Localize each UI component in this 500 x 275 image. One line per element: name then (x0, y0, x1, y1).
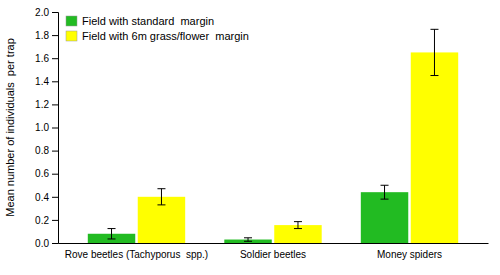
error-bar-cap (430, 29, 438, 30)
y-tick: 2.0 (35, 7, 58, 18)
y-tick: 1.4 (35, 76, 58, 87)
legend-item: Field with standard margin (66, 15, 214, 27)
error-bar-cap (381, 185, 389, 186)
y-tick: 0.8 (35, 145, 58, 156)
error-bar-cap (294, 228, 302, 229)
error-bar-cap (244, 241, 252, 242)
error-bar-cap (294, 221, 302, 222)
error-bar-line (434, 29, 435, 75)
error-bar-line (111, 229, 112, 239)
y-tick-label: 1.4 (35, 76, 49, 87)
legend-label: Field with standard margin (82, 15, 214, 27)
y-tick-mark (52, 174, 58, 175)
y-tick: 1.2 (35, 99, 58, 110)
y-tick-label: 0.6 (35, 168, 49, 179)
error-bar-cap (108, 228, 116, 229)
y-axis-line (52, 13, 59, 244)
error-bar (108, 229, 116, 239)
y-tick: 0.2 (35, 215, 58, 226)
chart: 0.0 0.2 0.4 0.6 0.8 1.0 1.2 1.4 1.6 1.8 2.0 Rove be… (0, 0, 500, 275)
error-bar-line (384, 185, 385, 199)
x-tick: Rove beetles (Tachyporus spp.) (65, 249, 208, 260)
y-axis-title: Mean number of individuals per trap (4, 38, 16, 217)
bar (411, 52, 458, 243)
legend-swatch (66, 31, 77, 41)
y-tick-mark (52, 81, 58, 82)
x-tick: Money spiders (377, 249, 442, 260)
x-tick-label: Soldier beetles (240, 249, 306, 260)
y-tick-mark (52, 12, 58, 13)
y-tick-mark (52, 220, 58, 221)
error-bar-cap (381, 199, 389, 200)
error-bar (430, 29, 438, 75)
y-tick: 0.0 (35, 238, 58, 249)
y-tick-mark (52, 104, 58, 105)
y-tick-mark (52, 151, 58, 152)
y-tick-label: 1.2 (35, 99, 49, 110)
legend: Field with standard margin Field with 6m … (66, 15, 249, 42)
x-axis: Rove beetles (Tachyporus spp.) Soldier be… (59, 244, 489, 261)
y-tick-label: 0.4 (35, 192, 49, 203)
legend-item: Field with 6m grass/flower margin (66, 30, 249, 42)
y-tick: 1.6 (35, 53, 58, 64)
y-axis: 0.0 0.2 0.4 0.6 0.8 1.0 1.2 1.4 1.6 1.8 2.0 (35, 7, 58, 249)
y-tick-label: 0.2 (35, 215, 49, 226)
series (138, 29, 458, 243)
error-bar-cap (430, 75, 438, 76)
y-tick: 1.8 (35, 30, 58, 41)
error-bar-cap (157, 188, 165, 189)
x-axis-line (59, 243, 489, 244)
error-bar-line (297, 222, 298, 229)
legend-label: Field with 6m grass/flower margin (82, 30, 249, 42)
y-tick: 0.4 (35, 192, 58, 203)
error-bar-line (248, 238, 249, 241)
error-bar-line (161, 189, 162, 205)
error-bar (244, 238, 252, 241)
legend-swatch (66, 16, 77, 26)
y-tick-label: 0.8 (35, 145, 49, 156)
plot: 0.0 0.2 0.4 0.6 0.8 1.0 1.2 1.4 1.6 1.8 2.0 Rove be… (4, 7, 489, 260)
y-tick-mark (52, 58, 58, 59)
error-bar-cap (157, 204, 165, 205)
y-tick-label: 2.0 (35, 7, 49, 18)
error-bar (294, 222, 302, 229)
x-tick-label: Rove beetles (Tachyporus spp.) (65, 249, 208, 260)
x-tick: Soldier beetles (240, 249, 306, 260)
y-tick-mark (52, 35, 58, 36)
error-bar (157, 189, 165, 205)
error-bar-cap (244, 237, 252, 238)
y-tick-label: 0.0 (35, 238, 49, 249)
y-tick: 1.0 (35, 122, 58, 133)
y-tick-label: 1.6 (35, 53, 49, 64)
y-tick-label: 1.0 (35, 122, 49, 133)
bar (361, 192, 408, 243)
marks (88, 29, 458, 243)
y-tick-label: 1.8 (35, 30, 49, 41)
error-bar-cap (108, 238, 116, 239)
x-tick-label: Money spiders (377, 249, 442, 260)
y-tick-mark (52, 197, 58, 198)
y-tick-mark (52, 128, 58, 129)
error-bar (381, 185, 389, 199)
series (88, 185, 408, 243)
y-tick-mark (52, 243, 58, 244)
y-tick: 0.6 (35, 168, 58, 179)
